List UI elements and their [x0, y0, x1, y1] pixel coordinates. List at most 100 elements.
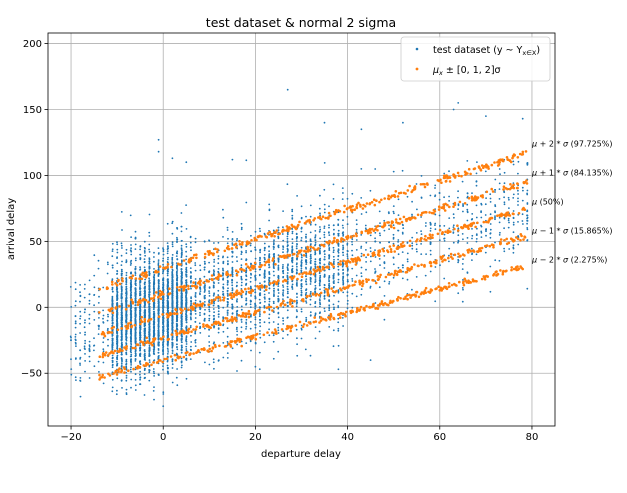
test-point — [70, 306, 72, 308]
test-point — [213, 368, 215, 370]
test-point — [139, 355, 141, 357]
test-point — [144, 368, 146, 370]
test-point — [457, 234, 459, 236]
test-point — [296, 355, 298, 357]
test-point — [121, 305, 123, 307]
test-point — [287, 240, 289, 242]
test-point — [494, 179, 496, 181]
test-point — [430, 271, 432, 273]
test-point — [416, 276, 418, 278]
test-point — [292, 265, 294, 267]
test-point — [185, 273, 187, 275]
test-point — [208, 335, 210, 337]
test-point — [208, 345, 210, 347]
test-point — [112, 291, 114, 293]
test-point — [121, 317, 123, 319]
test-point — [153, 327, 155, 329]
test-point — [172, 359, 174, 361]
test-point — [75, 342, 77, 344]
test-point — [162, 282, 164, 284]
test-point — [116, 393, 118, 395]
test-point — [503, 227, 505, 229]
test-point — [245, 284, 247, 286]
test-point — [208, 318, 210, 320]
test-point — [139, 295, 141, 297]
test-point — [116, 262, 118, 264]
test-point — [526, 194, 528, 196]
test-point — [167, 275, 169, 277]
test-point — [176, 291, 178, 293]
test-point — [93, 350, 95, 352]
test-point — [204, 295, 206, 297]
test-point — [375, 270, 377, 272]
test-point — [227, 242, 229, 244]
test-point — [282, 267, 284, 269]
test-point — [70, 339, 72, 341]
test-point — [333, 234, 335, 236]
test-point — [471, 253, 473, 255]
test-point — [310, 266, 312, 268]
test-point — [126, 249, 128, 251]
test-point — [287, 238, 289, 240]
test-point — [236, 334, 238, 336]
test-point — [273, 248, 275, 250]
test-point — [195, 313, 197, 315]
test-point — [430, 254, 432, 256]
test-point — [315, 267, 317, 269]
test-point — [259, 333, 261, 335]
test-point — [213, 265, 215, 267]
test-point — [457, 292, 459, 294]
test-point — [195, 292, 197, 294]
test-point — [236, 260, 238, 262]
test-point — [195, 345, 197, 347]
test-point — [162, 258, 164, 260]
test-point — [158, 356, 160, 358]
test-point — [499, 222, 501, 224]
test-point — [195, 300, 197, 302]
test-point — [148, 268, 150, 270]
test-point — [213, 285, 215, 287]
test-point — [287, 306, 289, 308]
test-point — [112, 366, 114, 368]
test-point — [84, 297, 86, 299]
test-point — [323, 264, 325, 266]
test-point — [236, 238, 238, 240]
test-point — [347, 216, 349, 218]
test-point — [250, 263, 252, 265]
test-point — [232, 244, 234, 246]
test-point — [504, 172, 506, 174]
test-point — [287, 302, 289, 304]
test-point — [231, 280, 233, 282]
test-point — [153, 319, 155, 321]
test-point — [139, 344, 141, 346]
test-point — [116, 256, 118, 258]
test-point — [503, 248, 505, 250]
test-point — [319, 226, 321, 228]
test-point — [342, 284, 344, 286]
test-point — [333, 345, 335, 347]
test-point — [287, 291, 289, 293]
test-point — [241, 285, 243, 287]
test-point — [158, 275, 160, 277]
test-point — [250, 328, 252, 330]
test-point — [508, 227, 510, 229]
test-point — [499, 234, 501, 236]
test-point — [471, 259, 473, 261]
test-point — [513, 164, 515, 166]
test-point — [282, 264, 284, 266]
test-point — [89, 346, 91, 348]
test-point — [195, 238, 197, 240]
test-point — [434, 300, 436, 302]
test-point — [356, 229, 358, 231]
test-point — [167, 270, 169, 272]
test-point — [324, 291, 326, 293]
test-point — [195, 307, 197, 309]
test-point — [443, 238, 445, 240]
test-point — [172, 269, 174, 271]
test-point — [448, 261, 450, 263]
test-point — [342, 192, 344, 194]
test-point — [209, 315, 211, 317]
test-point — [84, 345, 86, 347]
test-point — [121, 297, 123, 299]
test-point — [218, 282, 220, 284]
